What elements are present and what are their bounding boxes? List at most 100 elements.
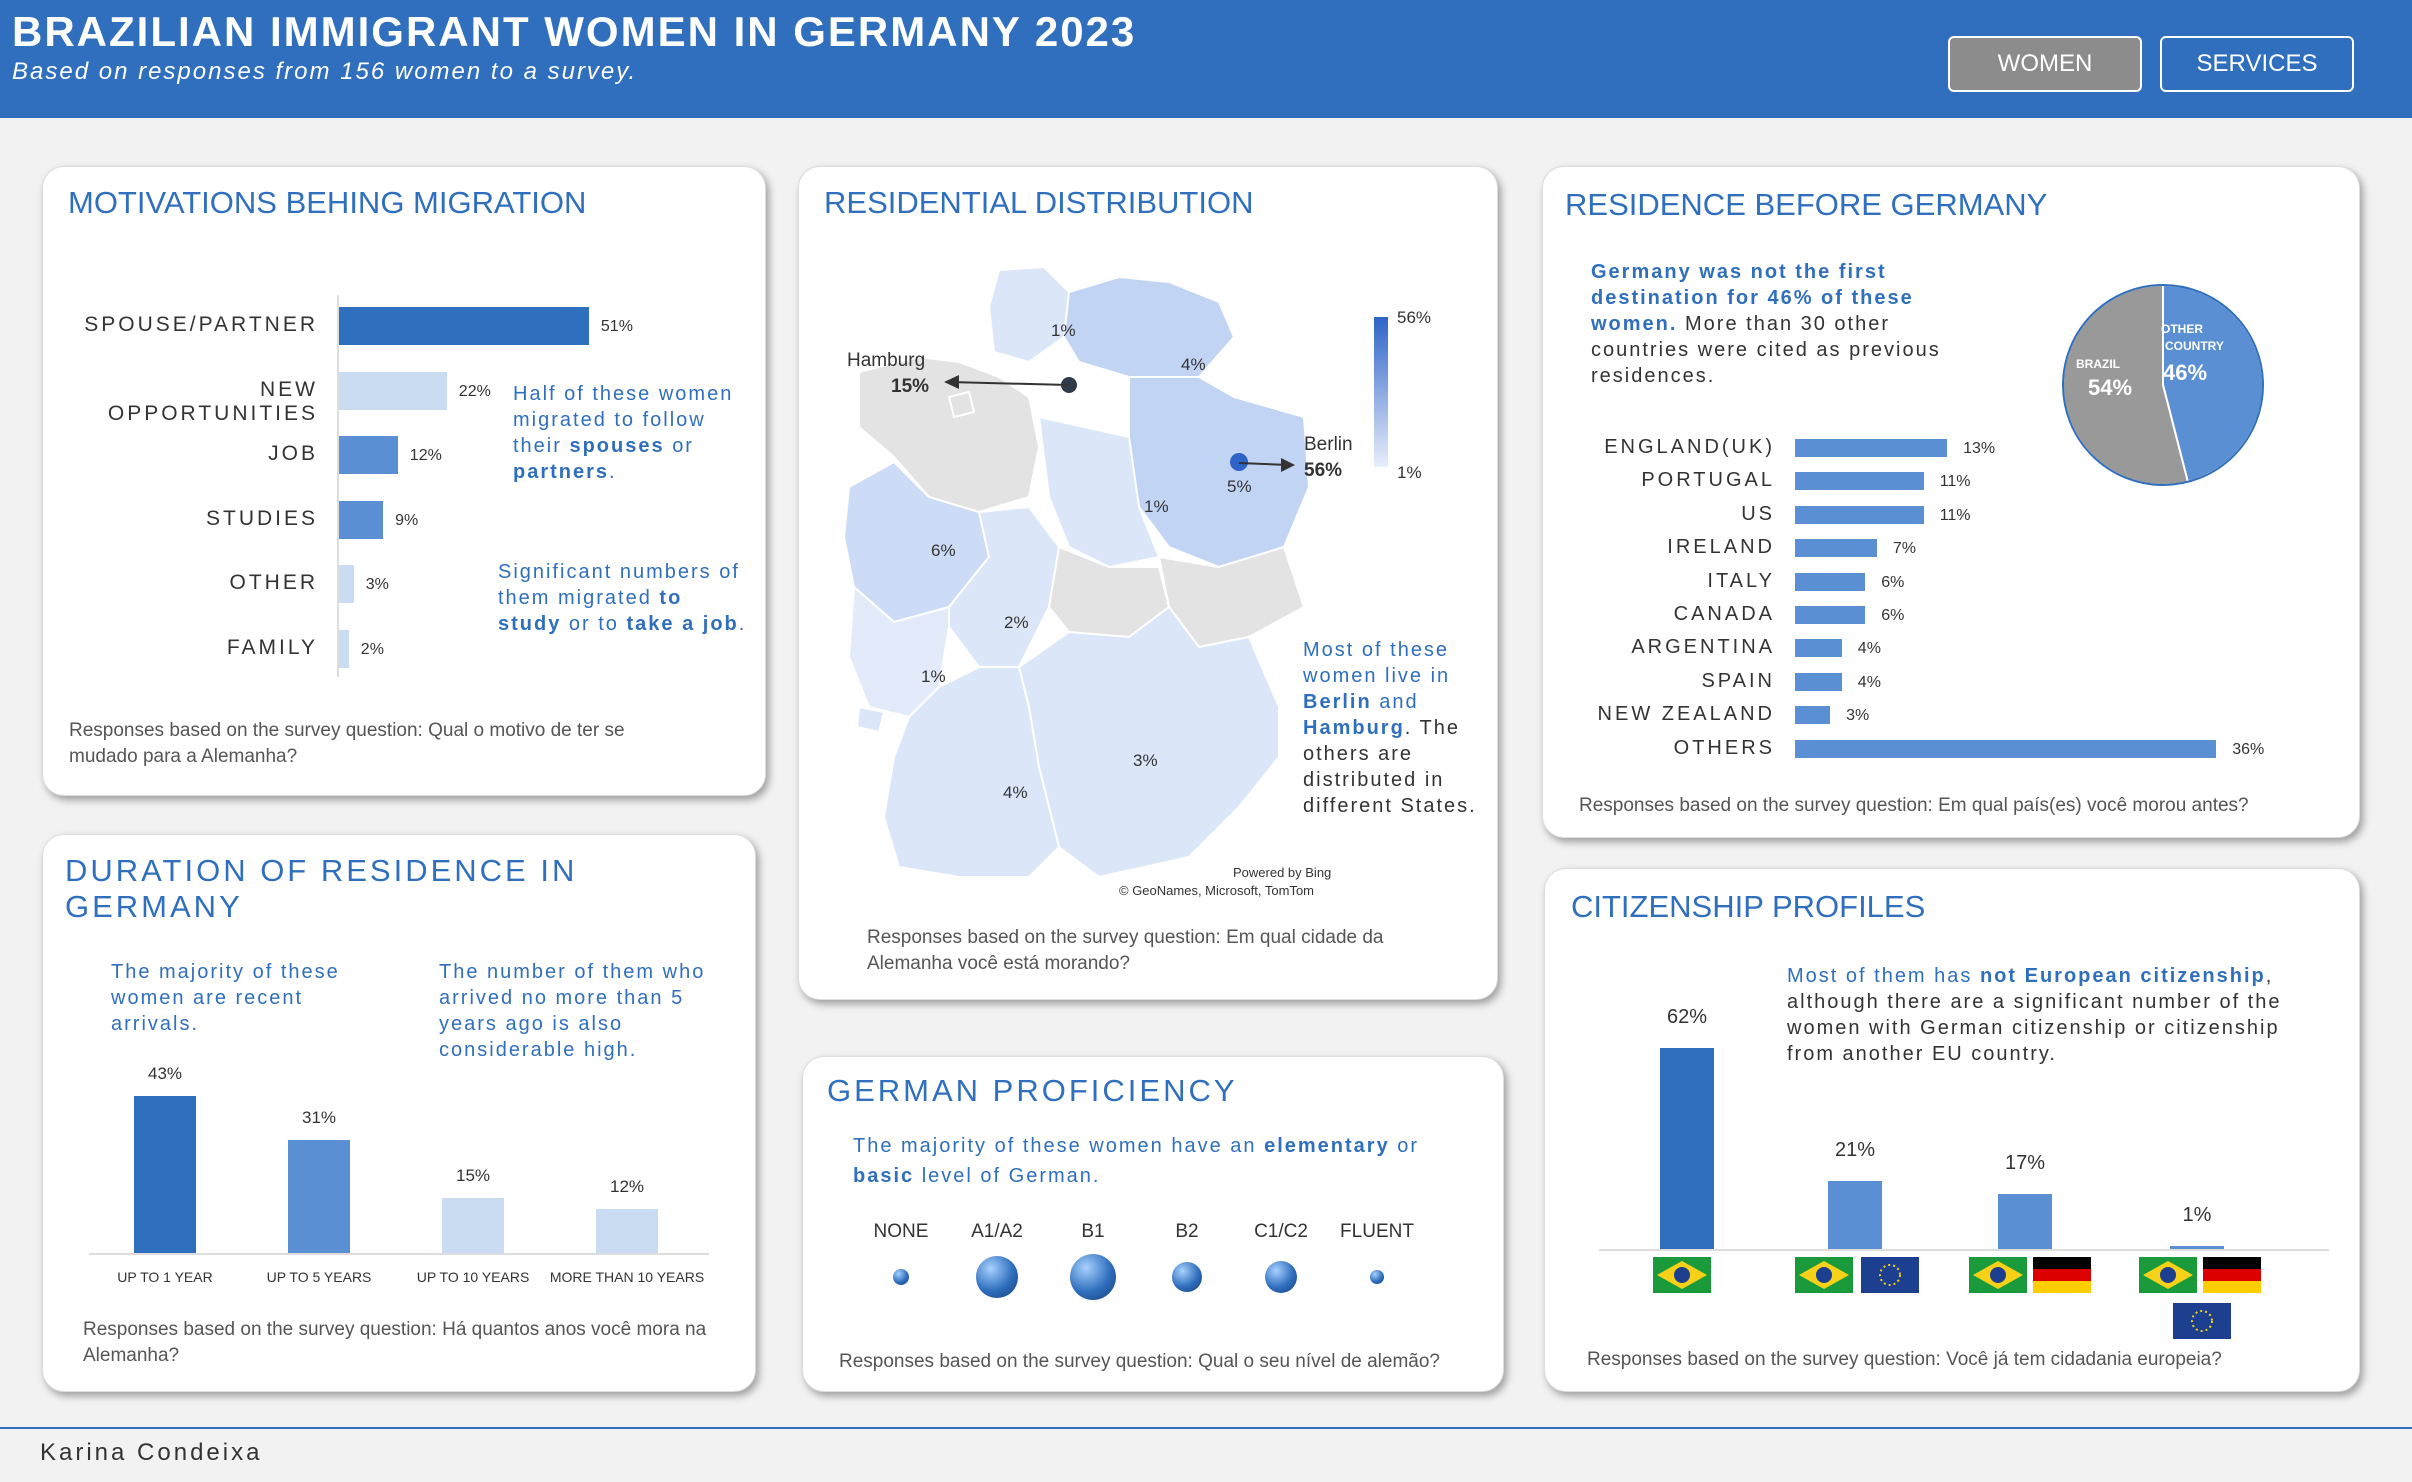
bar <box>442 1198 504 1253</box>
bar-value-label: 4% <box>1857 640 1881 658</box>
callout-bold: Berlin <box>1303 691 1372 713</box>
callout-bold: spouses <box>569 435 665 457</box>
level-bubble <box>976 1256 1018 1298</box>
bar <box>1660 1047 1714 1249</box>
bar-label: OTHERS <box>1673 736 1775 759</box>
bar-category-label: MORE THAN 10 YEARS <box>549 1269 705 1285</box>
map-state-saxony-anhalt <box>1037 415 1161 569</box>
berlin-arrow <box>1238 462 1290 466</box>
bar <box>339 500 384 539</box>
hamburg-pct: 15% <box>891 376 930 397</box>
level-label: A1/A2 <box>971 1221 1023 1242</box>
bar <box>1795 639 1842 658</box>
hamburg-arrow <box>948 381 1070 386</box>
proficiency-card: GERMAN PROFICIENCY The majority of these… <box>802 1056 1504 1392</box>
bar-value-label: 11% <box>1939 506 1971 524</box>
eu-flag-icon <box>1861 1257 1919 1293</box>
state-pct: 1% <box>1144 497 1169 516</box>
callout-text: or <box>672 435 694 457</box>
bar <box>339 307 589 345</box>
motivations-callout-2: Significant numbers of them migrated to … <box>498 559 748 637</box>
duration-callout-1: The majority of these women are recent a… <box>111 961 340 1035</box>
bar-value-label: 36% <box>2232 740 2265 758</box>
motivations-card: MOTIVATIONS BEHING MIGRATION SPOUSE/PART… <box>42 166 766 796</box>
hamburg-label: Hamburg <box>847 350 926 371</box>
bar-value-label: 1% <box>2182 1203 2212 1226</box>
callout-text: . <box>738 613 747 635</box>
bar-label: ENGLAND(UK) <box>1604 436 1775 458</box>
bar-label: JOB <box>268 442 318 466</box>
map-state-bavaria <box>1017 605 1280 879</box>
berlin-marker <box>1230 453 1248 471</box>
bar <box>1795 505 1924 524</box>
bar-value-label: 6% <box>1881 607 1905 624</box>
callout-text: The majority of these women have an <box>853 1135 1257 1157</box>
motivations-title: MOTIVATIONS BEHING MIGRATION <box>68 185 587 220</box>
callout-text: Most of these women live in <box>1303 639 1451 687</box>
callout-text: Half of these women migrated to follow t… <box>513 383 734 457</box>
germany-flag-icon <box>2203 1257 2261 1293</box>
map-state-mecklenburg <box>1062 275 1236 378</box>
state-pct: 2% <box>1004 613 1029 632</box>
map-credit-1: Powered by Bing <box>1233 865 1332 880</box>
header-bar: BRAZILIAN IMMIGRANT WOMEN IN GERMANY 202… <box>0 0 2412 118</box>
bar <box>339 371 447 410</box>
motivations-callout-1: Half of these women migrated to follow t… <box>513 381 753 485</box>
bar-value-label: 3% <box>1846 707 1870 725</box>
services-button[interactable]: SERVICES <box>2160 36 2354 92</box>
bar-value-label: 2% <box>360 641 384 658</box>
bar <box>339 630 349 668</box>
map-state-lower-saxony <box>858 355 1041 514</box>
level-label: B2 <box>1175 1221 1199 1242</box>
callout-text: or to <box>568 613 619 635</box>
bar-label: CANADA <box>1673 603 1775 625</box>
germany-flag-icon <box>2033 1257 2091 1293</box>
level-label: B1 <box>1081 1221 1105 1242</box>
callout-text: , although there are a significant numbe… <box>1787 965 2282 1065</box>
hamburg-arrowhead <box>944 375 959 389</box>
brazil-flag-icon <box>1969 1257 2027 1293</box>
map-legend-bar <box>1374 317 1388 467</box>
bar <box>134 1096 196 1253</box>
level-bubble <box>1070 1254 1116 1300</box>
residential-note: Responses based on the survey question: … <box>867 927 1384 974</box>
motivations-axis-line <box>337 295 339 677</box>
before-callout: Germany was not the first destination fo… <box>1591 259 1991 389</box>
bar <box>1795 706 1831 725</box>
bar <box>339 565 354 604</box>
bar <box>2170 1245 2224 1249</box>
bar-value-label: 21% <box>1834 1138 1876 1161</box>
bar-category-label: UP TO 5 YEARS <box>266 1269 372 1285</box>
legend-max: 56% <box>1397 308 1432 327</box>
bar-value-label: 22% <box>458 382 491 400</box>
proficiency-note: Responses based on the survey question: … <box>839 1351 1440 1372</box>
bar-value-label: 12% <box>409 447 442 465</box>
berlin-arrowhead <box>1281 458 1295 472</box>
bar <box>596 1209 658 1253</box>
level-bubble <box>892 1268 910 1286</box>
callout-bold: partners <box>513 461 610 483</box>
citizenship-callout: Most of them has not European citizenshi… <box>1787 963 2317 1067</box>
callout-bold: take a job <box>626 613 739 635</box>
bar-value-label: 11% <box>1939 473 1971 491</box>
page-subtitle: Based on responses from 156 women to a s… <box>12 58 638 85</box>
bar <box>1795 572 1866 591</box>
women-button[interactable]: WOMEN <box>1948 36 2142 92</box>
bar-category-label: UP TO 1 YEAR <box>117 1269 213 1285</box>
map-state-bremen <box>947 390 976 419</box>
pie-brazil-label: BRAZIL <box>2076 357 2120 371</box>
map-state-saarland <box>855 705 886 734</box>
residential-card: RESIDENTIAL DISTRIBUTION Hambu <box>798 166 1498 1000</box>
map-state-baden <box>882 666 1061 878</box>
citizenship-axis-line <box>1599 1249 2329 1251</box>
state-pct: 1% <box>1051 321 1076 340</box>
brazil-flag-icon <box>2139 1257 2197 1293</box>
state-pct: 4% <box>1181 355 1206 374</box>
bar <box>1828 1180 1882 1249</box>
residential-callout: Most of these women live in Berlin and H… <box>1303 637 1483 819</box>
before-card: RESIDENCE BEFORE GERMANY Germany was not… <box>1542 166 2360 838</box>
bar <box>1795 472 1924 491</box>
callout-text: level of German. <box>921 1165 1101 1187</box>
pie-other-pct: 46% <box>2163 360 2208 385</box>
bar-label: SPOUSE/PARTNER <box>84 313 318 336</box>
